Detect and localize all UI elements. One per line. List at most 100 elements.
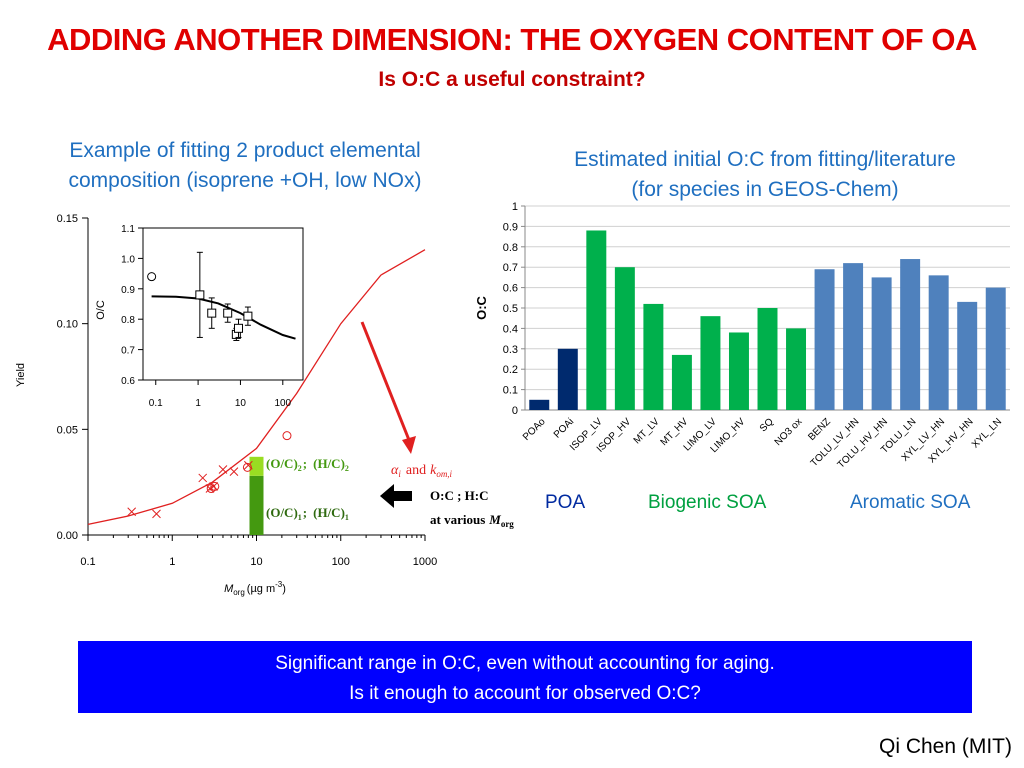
yield-xtick-label: 100 xyxy=(332,556,350,568)
group-label-biogenic: Biogenic SOA xyxy=(648,492,767,513)
yield-ytick-label: 0.15 xyxy=(57,213,78,225)
yield-x-marker xyxy=(209,482,219,491)
sep2: ; xyxy=(303,456,307,471)
bar-xyl-ln xyxy=(985,287,1006,410)
bar-ytick-label: 0.6 xyxy=(503,283,518,295)
bar-limo-lv xyxy=(700,316,721,410)
yield-circle-marker xyxy=(242,462,252,472)
yield-xlabel: Morg (µg m-3) xyxy=(224,580,286,597)
bar-ytick-label: 0.1 xyxy=(503,385,518,397)
inset-square-marker xyxy=(243,311,253,321)
inset-fit-curve xyxy=(151,295,296,340)
yield-ylabel: Yield xyxy=(15,363,27,387)
bar-isop-hv xyxy=(614,267,635,410)
yield-x-marker xyxy=(218,465,228,474)
bar-ytick-label: 0 xyxy=(512,405,518,417)
hc2-text: (H/C) xyxy=(313,456,345,471)
yield-chart: 0.00 0.05 0.10 0.15 0.1 1 10 100 1000 Yield Morg… xyxy=(15,213,514,597)
bar-ylabel: O:C xyxy=(474,295,489,319)
inset-xtick-label: 100 xyxy=(274,398,291,409)
bar-tolu-lv-hn xyxy=(843,263,864,410)
bar-marks xyxy=(529,230,1006,410)
morg-text: M xyxy=(488,512,501,527)
bar-mt-lv xyxy=(643,303,664,410)
bar-category-label: SQ xyxy=(758,416,776,434)
bar-category-label: BENZ xyxy=(806,416,833,443)
yield-x-marker xyxy=(152,509,161,519)
alpha-k-label: αi and kom,i xyxy=(391,463,453,479)
bar-isop-lv xyxy=(586,230,607,410)
bar-ytick-label: 0.7 xyxy=(503,262,518,274)
yield-fit-curve xyxy=(87,249,426,526)
bar-ytick-label: 0.3 xyxy=(503,344,518,356)
inset-ytick-label: 0.8 xyxy=(121,315,135,326)
label-ratio-2: (O/C)2; (H/C)2 xyxy=(266,456,349,473)
oc2-text: (O/C) xyxy=(266,456,298,471)
summary-banner: Significant range in O:C, even without a… xyxy=(78,641,972,713)
yield-x-marker xyxy=(198,473,208,483)
yield-ytick-label: 0.10 xyxy=(57,319,78,331)
at-various-text: at various xyxy=(430,512,485,527)
bar-sq xyxy=(757,308,778,410)
yield-xlabel-m: M xyxy=(224,583,234,595)
right-caption-line1: Estimated initial O:C from fitting/liter… xyxy=(574,148,956,171)
left-caption-line2: composition (isoprene +OH, low NOx) xyxy=(68,169,422,192)
inset-xtick-label: 1 xyxy=(195,398,201,409)
inset-square-marker xyxy=(195,290,205,300)
inset-ytick-label: 1.1 xyxy=(121,224,135,235)
inset-marks xyxy=(147,251,296,341)
bar-category-label: NO3 ox xyxy=(773,416,805,448)
inset-axes: 0.6 0.7 0.8 0.9 1.0 1.1 0.1 1 10 100 xyxy=(121,224,291,409)
yield-x-marker xyxy=(229,467,239,476)
k-sub: om,i xyxy=(436,469,452,479)
oc1-sub: 1 xyxy=(298,513,302,522)
yield-xlabel-units: (µg m xyxy=(247,583,275,595)
bar-xyl-lv-hn xyxy=(928,275,949,410)
yield-ytick-label: 0.05 xyxy=(57,424,78,436)
at-various-label: at various Morg xyxy=(430,512,514,529)
bar-tolu-ln xyxy=(900,259,921,410)
inset-square-marker xyxy=(207,308,217,318)
oc1-text: (O/C) xyxy=(266,505,298,520)
bar-ytick-label: 0.2 xyxy=(503,364,518,376)
left-caption-line1: Example of fitting 2 product elemental xyxy=(69,139,421,162)
yield-marks xyxy=(87,249,426,535)
hc1-text: (H/C) xyxy=(313,505,345,520)
inset-ytick-label: 0.6 xyxy=(121,376,135,387)
red-arrow-shaft xyxy=(360,321,411,441)
yield-xlabel-close: ) xyxy=(282,583,286,595)
morg-sub: org xyxy=(501,519,514,529)
yield-xtick-label: 1000 xyxy=(413,556,437,568)
bar-poao xyxy=(529,399,550,410)
bar-ytick-label: 1 xyxy=(512,201,518,213)
yield-ratio-bar xyxy=(249,456,264,476)
oc2-sub: 2 xyxy=(298,464,302,473)
oc-hc-label: O:C ; H:C xyxy=(430,488,489,503)
slide-title: ADDING ANOTHER DIMENSION: THE OXYGEN CON… xyxy=(47,22,977,57)
inset-square-marker xyxy=(234,323,244,333)
inset-ytick-label: 0.7 xyxy=(121,346,135,357)
yield-xtick-label: 1 xyxy=(169,556,175,568)
bar-ytick-label: 0.5 xyxy=(503,303,518,315)
bar-ytick-label: 0.4 xyxy=(503,323,518,335)
black-arrow-shaft xyxy=(394,491,412,501)
bar-category-label: POAi xyxy=(552,416,576,440)
alpha-sub: i xyxy=(398,469,401,479)
banner-line2: Is it enough to account for observed O:C… xyxy=(349,683,701,704)
bar-ytick-label: 0.8 xyxy=(503,242,518,254)
yield-circle-marker xyxy=(282,431,292,441)
yield-xlabel-sub: org xyxy=(233,588,245,597)
yield-xtick-label: 0.1 xyxy=(80,556,95,568)
banner-line1: Significant range in O:C, even without a… xyxy=(275,653,775,674)
bar-category-label: MT_LV xyxy=(632,416,662,446)
hc1-sub: 1 xyxy=(345,513,349,522)
yield-ytick-label: 0.00 xyxy=(57,530,78,542)
group-label-poa: POA xyxy=(545,492,586,513)
bar-category-label: TOLU_HV_HN xyxy=(836,416,890,470)
hc2-sub: 2 xyxy=(345,464,349,473)
bar-xyl-hv-hn xyxy=(957,301,978,410)
group-label-aromatic: Aromatic SOA xyxy=(850,492,971,513)
bar-category-label: POAo xyxy=(521,416,548,443)
sep1: ; xyxy=(303,505,307,520)
